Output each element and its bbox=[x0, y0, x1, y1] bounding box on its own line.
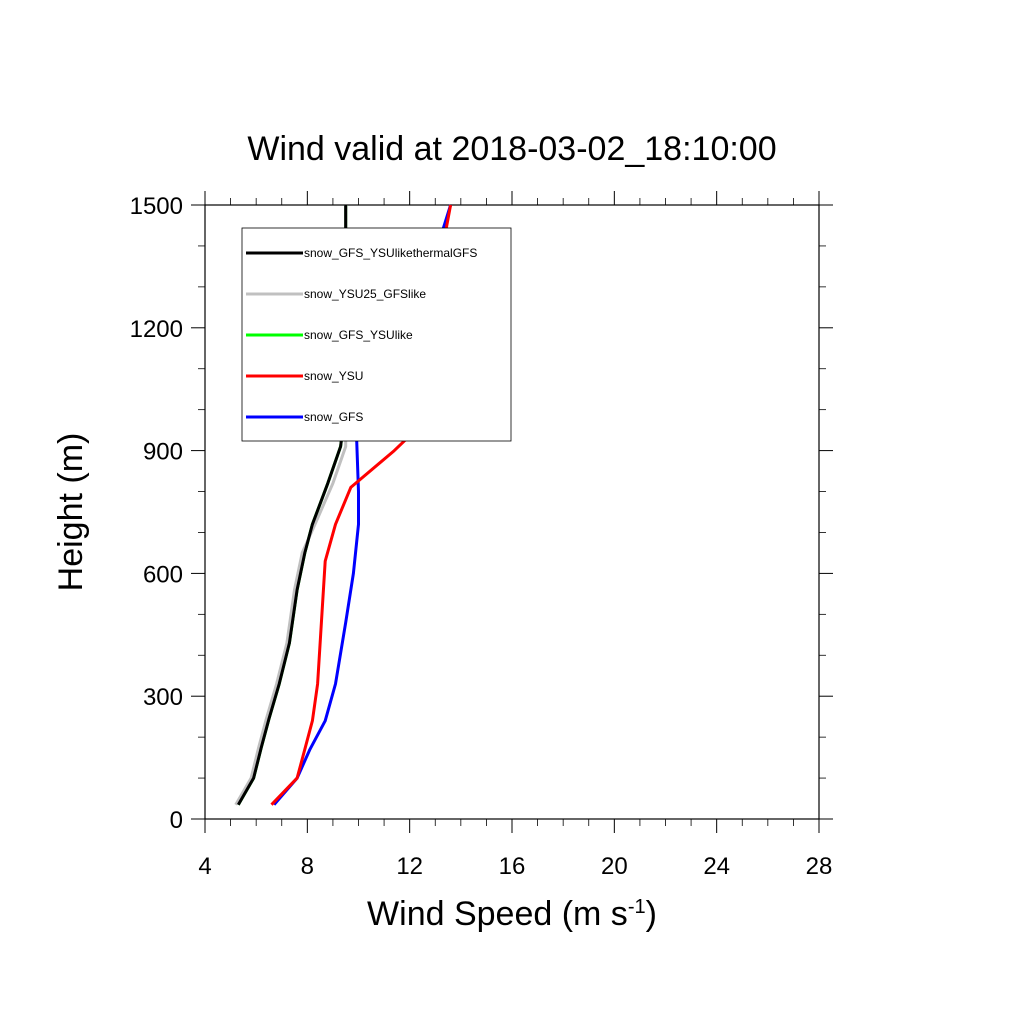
x-tick-label: 8 bbox=[301, 853, 314, 880]
y-tick-label: 1500 bbox=[130, 193, 183, 220]
y-tick-label: 300 bbox=[143, 684, 183, 711]
x-tick-label: 16 bbox=[499, 853, 526, 880]
x-tick-label: 24 bbox=[703, 853, 730, 880]
legend: snow_GFS_YSUlikethermalGFS snow_YSU25_GFS… bbox=[241, 227, 512, 442]
y-tick-label: 0 bbox=[170, 807, 183, 834]
legend-label: snow_YSU bbox=[304, 369, 363, 383]
x-tick-label: 12 bbox=[396, 853, 423, 880]
y-tick-label: 900 bbox=[143, 439, 183, 466]
x-axis-label-superscript: -1 bbox=[628, 896, 646, 918]
x-tick-label: 4 bbox=[198, 853, 211, 880]
legend-label: snow_GFS bbox=[304, 410, 363, 424]
x-tick-label: 28 bbox=[806, 853, 833, 880]
legend-label: snow_GFS_YSUlike bbox=[304, 328, 413, 342]
legend-label: snow_YSU25_GFSlike bbox=[304, 287, 426, 301]
y-tick-label: 1200 bbox=[130, 316, 183, 343]
y-axis-label: Height (m) bbox=[52, 433, 90, 592]
chart-title: Wind valid at 2018-03-02_18:10:00 bbox=[247, 130, 776, 168]
axis-ticks bbox=[191, 191, 833, 833]
x-axis-label: Wind Speed (m s-1) bbox=[367, 895, 657, 933]
x-axis-label-main: Wind Speed (m s bbox=[367, 895, 628, 933]
x-tick-label: 20 bbox=[601, 853, 628, 880]
legend-label: snow_GFS_YSUlikethermalGFS bbox=[304, 246, 477, 260]
axis-tick-labels: 4 8 12 16 20 24 28 0 300 600 900 1200 1500 bbox=[130, 193, 833, 880]
x-axis-label-close: ) bbox=[646, 895, 657, 933]
y-tick-label: 600 bbox=[143, 561, 183, 588]
